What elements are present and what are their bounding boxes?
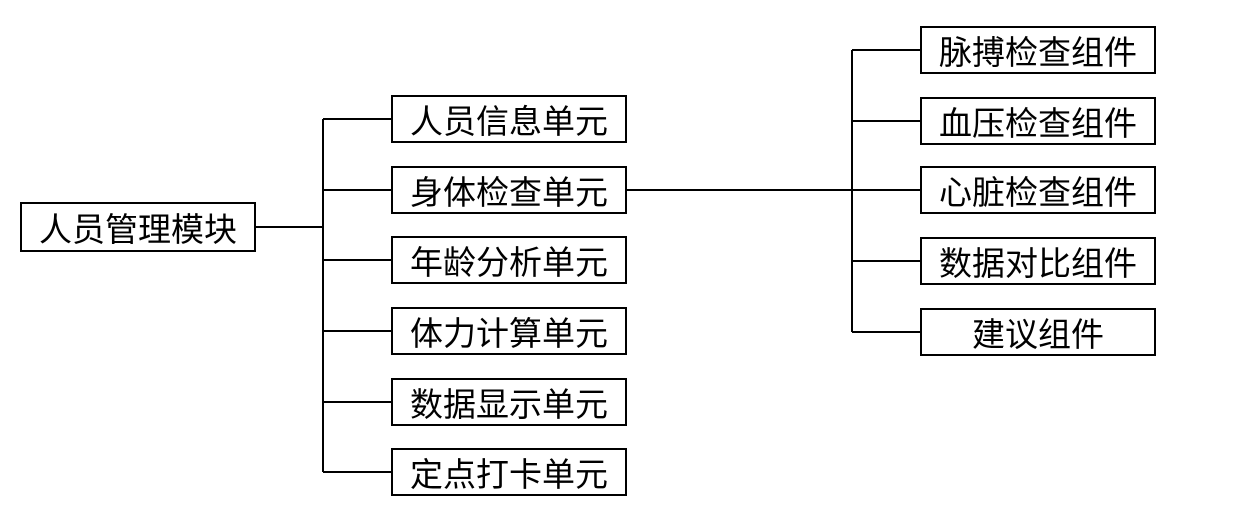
node-comp2: 血压检查组件	[920, 97, 1156, 145]
node-comp2-label: 血压检查组件	[939, 97, 1137, 145]
node-unit3-label: 年龄分析单元	[410, 236, 608, 284]
node-comp3: 心脏检查组件	[920, 166, 1156, 214]
node-comp4-label: 数据对比组件	[939, 237, 1137, 285]
node-unit2-label: 身体检查单元	[410, 166, 608, 214]
node-unit5: 数据显示单元	[391, 378, 627, 426]
node-unit2: 身体检查单元	[391, 166, 627, 214]
node-unit6-label: 定点打卡单元	[410, 448, 608, 496]
node-comp5: 建议组件	[920, 308, 1156, 356]
node-unit4: 体力计算单元	[391, 307, 627, 355]
node-comp5-label: 建议组件	[972, 308, 1104, 356]
node-unit1-label: 人员信息单元	[410, 95, 608, 143]
node-comp3-label: 心脏检查组件	[939, 166, 1137, 214]
node-comp4: 数据对比组件	[920, 237, 1156, 285]
node-comp1: 脉搏检查组件	[920, 26, 1156, 74]
node-unit5-label: 数据显示单元	[410, 378, 608, 426]
node-unit1: 人员信息单元	[391, 95, 627, 143]
node-unit4-label: 体力计算单元	[410, 307, 608, 355]
node-root: 人员管理模块	[20, 202, 256, 252]
node-root-label: 人员管理模块	[39, 203, 237, 251]
node-unit3: 年龄分析单元	[391, 236, 627, 284]
node-unit6: 定点打卡单元	[391, 448, 627, 496]
node-comp1-label: 脉搏检查组件	[939, 26, 1137, 74]
